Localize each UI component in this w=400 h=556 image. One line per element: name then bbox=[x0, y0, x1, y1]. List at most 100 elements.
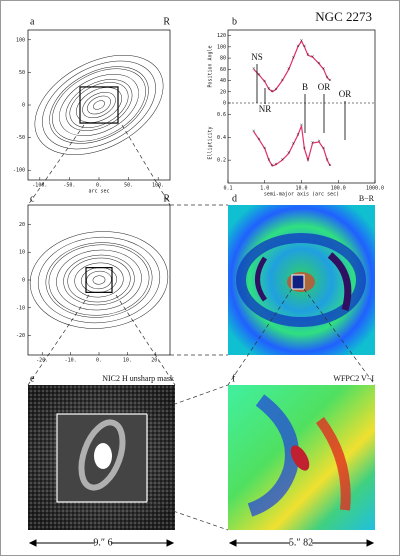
pa-point: × bbox=[271, 89, 274, 95]
contour bbox=[42, 60, 156, 150]
annotation: OR bbox=[339, 89, 352, 99]
ell-point: × bbox=[306, 158, 309, 164]
y-tick-label: 100 bbox=[16, 37, 25, 43]
y-tick-label: 0.2 bbox=[217, 158, 226, 164]
ell-point: × bbox=[267, 158, 270, 164]
y-tick-label: 50 bbox=[19, 70, 25, 76]
pa-point: × bbox=[300, 39, 303, 45]
x-axis-label: semi-major axis (arc sec) bbox=[264, 192, 339, 198]
band-label: R bbox=[163, 193, 170, 204]
ell-line bbox=[253, 125, 331, 167]
contour bbox=[49, 66, 149, 144]
contour bbox=[82, 91, 116, 119]
y-tick-label: -20 bbox=[16, 333, 25, 339]
y-tick-label: 0 bbox=[223, 101, 226, 107]
annotation: OR bbox=[318, 82, 331, 92]
x-tick-label: 0. bbox=[96, 183, 102, 189]
y-axis-label: Ellipticity bbox=[208, 126, 214, 159]
ell-point: × bbox=[263, 146, 266, 152]
y-tick-label: 120 bbox=[217, 33, 226, 39]
contour bbox=[74, 262, 124, 298]
contour bbox=[93, 100, 105, 110]
x-tick-label: -100. bbox=[32, 183, 47, 189]
y-tick-label: 60 bbox=[220, 67, 226, 73]
ell-point: × bbox=[274, 162, 277, 168]
pa-point: × bbox=[306, 53, 309, 59]
x-tick-label: -50. bbox=[63, 183, 75, 189]
chart-title: NGC 2273 bbox=[315, 9, 372, 24]
y-tick-label: -10 bbox=[16, 305, 25, 311]
pa-point: × bbox=[287, 67, 290, 73]
pa-line bbox=[253, 40, 331, 93]
x-tick-label: 50. bbox=[124, 183, 133, 189]
panel-label: B−R bbox=[359, 194, 375, 203]
contour bbox=[65, 79, 133, 131]
panel-letter: f bbox=[232, 373, 236, 384]
contour bbox=[92, 275, 106, 285]
contour bbox=[86, 270, 112, 290]
ell-point: × bbox=[287, 151, 290, 157]
panel-f-image bbox=[228, 385, 375, 530]
x-axis-label: arc sec bbox=[88, 189, 109, 195]
pa-point: × bbox=[263, 79, 266, 85]
pa-point: × bbox=[274, 87, 277, 93]
ell-point: × bbox=[281, 158, 284, 164]
contour bbox=[34, 54, 164, 156]
ell-point: × bbox=[328, 163, 331, 169]
scale-bars bbox=[28, 539, 375, 547]
x-tick-label: 0.1 bbox=[223, 186, 232, 192]
panel-letter: a bbox=[30, 16, 35, 27]
annotation: NS bbox=[251, 52, 263, 62]
zoom-box bbox=[79, 86, 119, 124]
pa-point: × bbox=[317, 61, 320, 67]
y-tick-label: 40 bbox=[220, 78, 226, 84]
panel-letter: c bbox=[30, 193, 35, 204]
pa-point: × bbox=[296, 44, 299, 50]
x-tick-label: 0. bbox=[96, 358, 102, 364]
scale-label: 5.″ 82 bbox=[289, 537, 313, 548]
panel-e-image bbox=[28, 385, 175, 530]
pa-point: × bbox=[257, 72, 260, 78]
ell-point: × bbox=[292, 142, 295, 148]
x-tick-label: -20. bbox=[36, 358, 48, 364]
pa-point: × bbox=[252, 67, 255, 73]
ell-point: × bbox=[252, 129, 255, 135]
panel-d-image bbox=[228, 205, 375, 355]
y-tick-label: -100 bbox=[13, 168, 25, 174]
ell-point: × bbox=[257, 137, 260, 143]
x-tick-label: -10. bbox=[65, 358, 77, 364]
plot-frame bbox=[227, 29, 376, 184]
panel-label: WFPC2 V−I bbox=[333, 374, 374, 383]
x-tick-label: 1000.0 bbox=[366, 186, 384, 192]
pa-point: × bbox=[292, 55, 295, 61]
contour bbox=[63, 254, 135, 306]
x-tick-label: 20. bbox=[151, 358, 160, 364]
band-label: R bbox=[163, 16, 170, 27]
pa-point: × bbox=[311, 54, 314, 60]
contour bbox=[59, 73, 139, 137]
zoom-box bbox=[85, 267, 113, 293]
contour bbox=[45, 242, 153, 318]
ell-point: × bbox=[317, 139, 320, 145]
scale-label: 9.″ 6 bbox=[93, 537, 112, 548]
contour bbox=[29, 231, 169, 329]
contour bbox=[56, 249, 142, 311]
panel-label: NIC2 H unsharp mask bbox=[102, 374, 174, 383]
contour bbox=[87, 95, 111, 115]
x-tick-label: 100.0 bbox=[331, 186, 346, 192]
pa-point: × bbox=[267, 86, 270, 92]
x-tick-label: 10. bbox=[123, 358, 132, 364]
annotation: NR bbox=[259, 104, 272, 114]
panel-letter: d bbox=[232, 193, 237, 204]
y-tick-label: 80 bbox=[220, 56, 226, 62]
contour bbox=[48, 244, 150, 316]
contour bbox=[52, 68, 146, 142]
ell-point: × bbox=[325, 158, 328, 164]
pa-point: × bbox=[281, 78, 284, 84]
x-tick-label: 100. bbox=[152, 183, 164, 189]
x-tick-label: 10.0 bbox=[295, 186, 307, 192]
contour bbox=[67, 257, 131, 303]
y-tick-label: 0 bbox=[22, 103, 25, 109]
